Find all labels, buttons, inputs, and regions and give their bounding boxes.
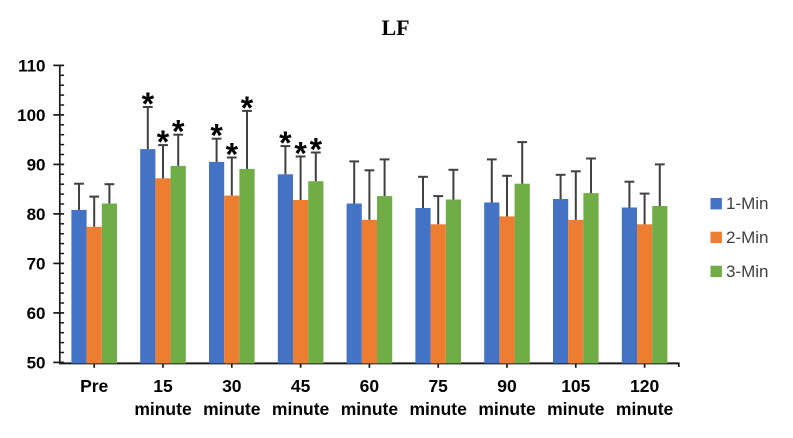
svg-text:30: 30 xyxy=(222,376,242,396)
svg-text:60: 60 xyxy=(27,304,46,323)
svg-text:minute: minute xyxy=(410,399,468,419)
svg-text:1-Min: 1-Min xyxy=(726,194,769,213)
svg-text:*: * xyxy=(310,132,323,168)
svg-text:90: 90 xyxy=(497,376,517,396)
svg-text:minute: minute xyxy=(478,399,536,419)
svg-text:*: * xyxy=(279,125,292,161)
svg-text:80: 80 xyxy=(27,205,46,224)
svg-text:110: 110 xyxy=(18,56,45,75)
svg-text:45: 45 xyxy=(291,376,311,396)
svg-text:100: 100 xyxy=(17,106,45,125)
svg-text:120: 120 xyxy=(630,376,659,396)
svg-text:60: 60 xyxy=(360,376,380,396)
svg-text:15: 15 xyxy=(153,376,173,396)
svg-text:75: 75 xyxy=(428,376,448,396)
svg-text:*: * xyxy=(241,90,254,126)
svg-text:minute: minute xyxy=(203,399,261,419)
svg-text:Pre: Pre xyxy=(80,376,108,396)
svg-text:minute: minute xyxy=(547,399,605,419)
svg-text:*: * xyxy=(226,137,239,173)
svg-text:2-Min: 2-Min xyxy=(726,228,769,247)
svg-text:minute: minute xyxy=(134,399,192,419)
svg-text:*: * xyxy=(142,86,155,122)
svg-text:105: 105 xyxy=(561,376,590,396)
svg-text:*: * xyxy=(210,118,223,154)
svg-text:*: * xyxy=(172,114,185,150)
svg-text:90: 90 xyxy=(27,155,46,174)
svg-text:50: 50 xyxy=(27,353,46,372)
svg-text:*: * xyxy=(157,124,170,160)
svg-text:LF: LF xyxy=(381,15,409,40)
svg-text:minute: minute xyxy=(272,399,330,419)
svg-text:70: 70 xyxy=(27,254,46,273)
svg-text:minute: minute xyxy=(341,399,399,419)
svg-text:minute: minute xyxy=(616,399,674,419)
svg-text:3-Min: 3-Min xyxy=(726,262,769,281)
svg-text:*: * xyxy=(294,136,307,172)
